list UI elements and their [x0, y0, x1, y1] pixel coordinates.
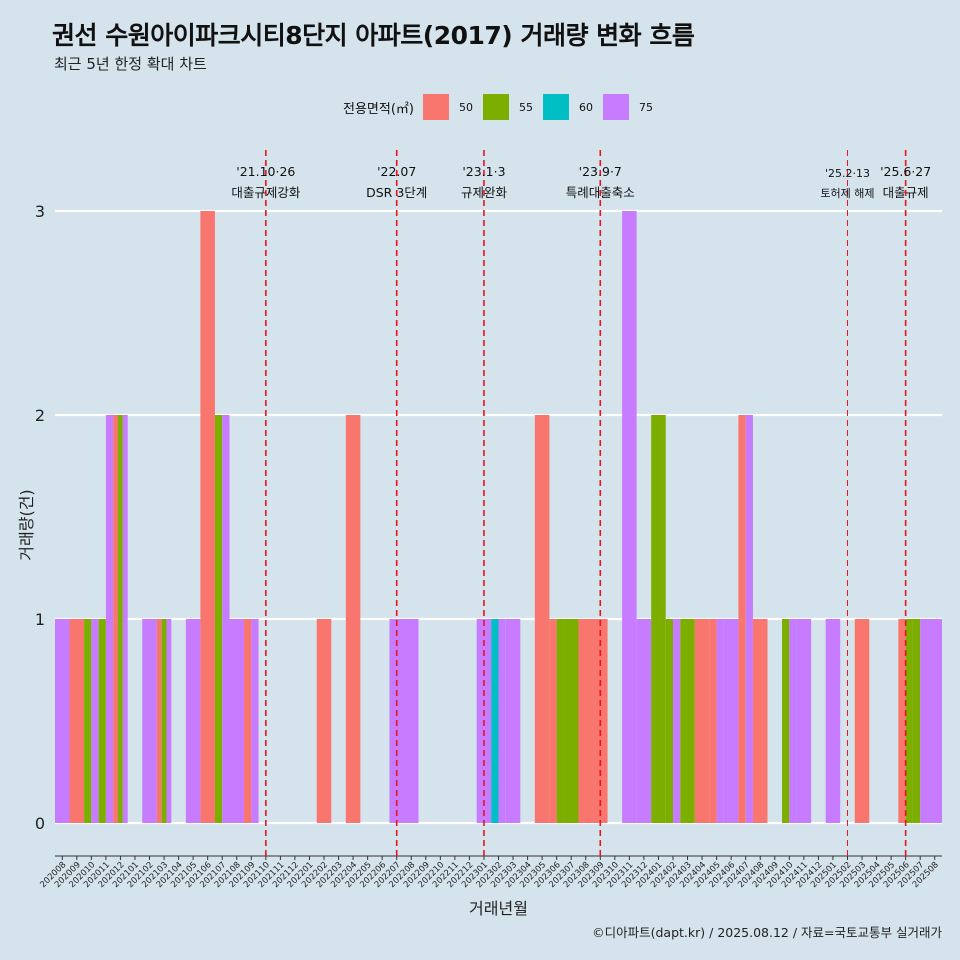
bar-segment [665, 619, 673, 823]
bar-segment [84, 619, 92, 823]
legend-item-75: 75 [602, 94, 653, 120]
source-caption: ©디아파트(dapt.kr) / 2025.08.12 / 자료=국토교통부 실… [592, 925, 942, 940]
legend-item-55: 55 [482, 94, 533, 120]
bar-segment [229, 619, 245, 823]
event-date: '21.10·26 [236, 164, 295, 179]
bar-segment [752, 619, 768, 823]
bar-segment [680, 619, 695, 823]
chart-subtitle: 최근 5년 한정 확대 차트 [54, 55, 207, 73]
bar-segment [556, 619, 564, 823]
legend-label: 55 [518, 100, 533, 114]
bar-segment [105, 415, 114, 823]
bar-segment [214, 415, 223, 823]
bar-segment [745, 415, 753, 823]
bar-segment [251, 619, 259, 823]
bar-segment [716, 619, 724, 823]
bar-segment [113, 415, 119, 823]
event-label: 특례대출축소 [566, 185, 635, 200]
bar-segment [789, 619, 797, 823]
bar-segment [563, 619, 579, 823]
bar-segment [491, 619, 499, 823]
event-date: '23.9·7 [579, 164, 622, 179]
legend-title: 전용면적(㎡) [343, 101, 414, 117]
event-date: '25.6·27 [880, 164, 931, 179]
legend-swatch [482, 94, 509, 120]
legend-label: 60 [578, 100, 593, 114]
bar-segment [142, 619, 157, 823]
bar-segment [161, 619, 167, 823]
bar-segment [98, 619, 106, 823]
legend-item-50: 50 [422, 94, 473, 120]
y-tick-label: 0 [35, 814, 45, 833]
y-tick-label: 2 [35, 406, 45, 425]
bar-segment [825, 619, 841, 823]
bar-segment [723, 619, 739, 823]
legend-label: 50 [458, 100, 473, 114]
event-date: '25.2·13 [825, 167, 870, 180]
bar-segment [345, 415, 361, 823]
bar-segment [222, 415, 230, 823]
bar-segment [636, 619, 652, 823]
y-tick-label: 3 [35, 202, 45, 221]
bar-segment [622, 211, 637, 823]
bar-segment [672, 619, 681, 823]
chart-title: 권선 수원아이파크시티8단지 아파트(2017) 거래량 변화 흐름 [52, 21, 695, 50]
bar-segment [898, 619, 906, 823]
event-label: 토허제 해제 [820, 186, 874, 200]
bar-segment [316, 619, 332, 823]
bar-segment [156, 619, 162, 823]
bar-segment [244, 619, 252, 823]
bar-segment [782, 619, 790, 823]
bar-segment [185, 619, 201, 823]
bar-segment [796, 619, 812, 823]
legend-swatch [542, 94, 569, 120]
bar-segment [166, 619, 172, 823]
bar-segment [912, 619, 921, 823]
legend-swatch [422, 94, 449, 120]
bar-segment [920, 619, 928, 823]
bar-segment [55, 619, 70, 823]
bar-segment [694, 619, 710, 823]
bar-segment [854, 619, 870, 823]
event-label: 대출규제강화 [231, 185, 301, 200]
bar-segment [122, 415, 128, 823]
event-label: DSR 3단계 [366, 185, 427, 200]
legend-item-60: 60 [542, 94, 593, 120]
bar-segment [927, 619, 942, 823]
x-axis-title: 거래년월 [469, 899, 528, 918]
bar-segment [738, 415, 746, 823]
bar-segment [709, 619, 717, 823]
y-tick-label: 1 [35, 610, 45, 629]
bar-segment [651, 415, 666, 823]
event-label: 대출규제 [883, 185, 929, 200]
bar-segment [578, 619, 594, 823]
bar-segment [534, 415, 550, 823]
bar-segment [549, 619, 557, 823]
bar-segment [118, 415, 123, 823]
bar-segment [200, 211, 215, 823]
legend: 전용면적(㎡) 50 55 60 75 [343, 94, 663, 120]
bar-segment [91, 619, 99, 823]
bar-segment [403, 619, 419, 823]
bar-segment [69, 619, 85, 823]
bar-segment [905, 619, 913, 823]
event-label: 규제완화 [461, 185, 508, 200]
event-date: '23.1·3 [462, 164, 505, 179]
bar-segment [505, 619, 521, 823]
legend-swatch [602, 94, 629, 120]
legend-label: 75 [638, 100, 653, 114]
event-date: '22.07 [377, 164, 416, 179]
bar-segment [498, 619, 506, 823]
y-axis-title: 거래량(건) [17, 489, 36, 560]
